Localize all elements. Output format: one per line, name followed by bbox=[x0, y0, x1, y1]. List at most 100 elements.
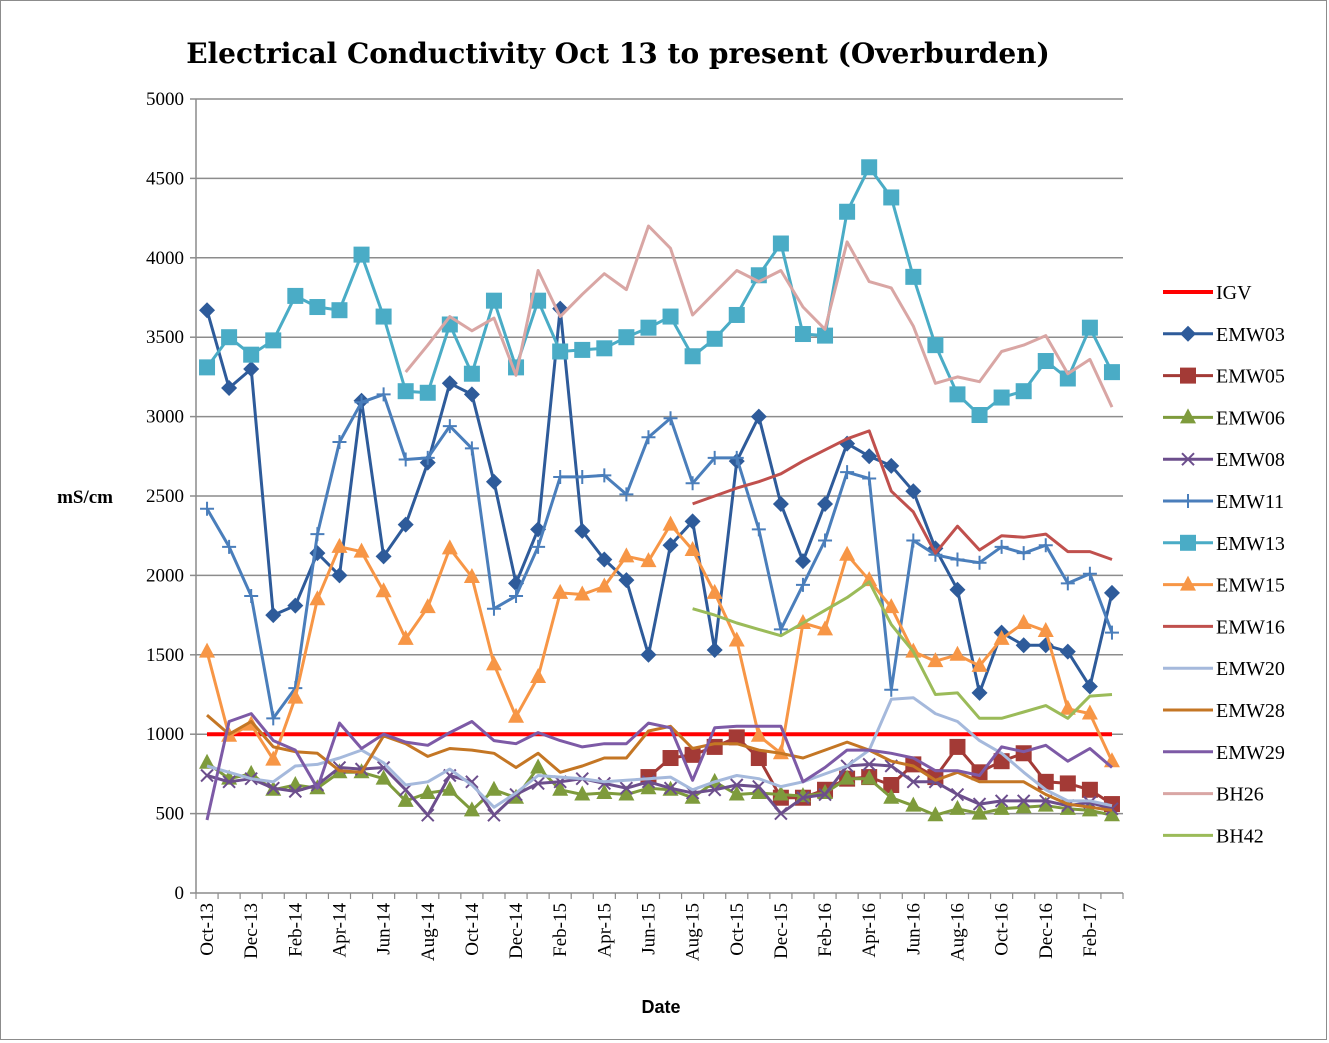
data-point-emw06 bbox=[596, 783, 613, 799]
data-point-emw08 bbox=[752, 779, 766, 794]
data-point-emw06 bbox=[684, 788, 701, 804]
data-point-emw05 bbox=[640, 769, 657, 786]
data-point-emw15 bbox=[485, 655, 502, 671]
legend-item-emw16: EMW16 bbox=[1163, 616, 1285, 638]
y-tick-label: 5000 bbox=[146, 89, 184, 110]
legend-label: EMW28 bbox=[1216, 700, 1285, 722]
data-point-emw11 bbox=[1016, 546, 1031, 561]
x-tick-label: Jun-16 bbox=[903, 903, 924, 955]
data-point-emw15 bbox=[1059, 699, 1076, 715]
x-tick-label: Jun-15 bbox=[638, 903, 659, 955]
data-point-emw06 bbox=[750, 783, 767, 799]
data-point-emw06 bbox=[530, 758, 547, 774]
y-tick-label: 2500 bbox=[146, 486, 184, 507]
data-point-emw03 bbox=[618, 572, 635, 589]
legend-label: IGV bbox=[1216, 282, 1252, 304]
data-point-emw11 bbox=[950, 552, 965, 567]
data-point-emw08 bbox=[994, 794, 1009, 808]
data-point-emw13 bbox=[618, 329, 635, 346]
data-point-emw13 bbox=[574, 341, 591, 358]
series-emw13 bbox=[199, 159, 1120, 424]
data-point-emw03 bbox=[949, 581, 966, 598]
data-point-emw08 bbox=[862, 757, 876, 772]
legend-item-emw08: EMW08 bbox=[1163, 449, 1285, 471]
data-point-emw11 bbox=[398, 452, 413, 467]
data-point-emw05 bbox=[1015, 745, 1032, 762]
data-point-emw06 bbox=[993, 799, 1010, 815]
data-point-emw06 bbox=[463, 801, 480, 817]
data-point-emw03 bbox=[441, 375, 458, 392]
data-point-emw03 bbox=[772, 495, 789, 512]
legend-label: EMW20 bbox=[1216, 658, 1285, 680]
data-point-emw15 bbox=[353, 542, 370, 558]
data-point-emw06 bbox=[419, 783, 436, 799]
series-line-bh42 bbox=[692, 580, 1113, 720]
data-point-emw13 bbox=[905, 268, 922, 285]
data-point-emw13 bbox=[485, 292, 502, 309]
y-tick-label: 4500 bbox=[146, 168, 184, 189]
data-point-emw13 bbox=[927, 337, 944, 354]
data-point-emw15 bbox=[199, 642, 216, 658]
data-point-emw03 bbox=[265, 607, 282, 624]
legend-marker bbox=[1181, 452, 1195, 466]
data-point-emw15 bbox=[861, 571, 878, 587]
legend-marker bbox=[1180, 408, 1196, 424]
data-point-emw15 bbox=[397, 629, 414, 645]
data-point-emw15 bbox=[309, 590, 326, 606]
data-point-emw03 bbox=[331, 567, 348, 584]
x-axis-label: Date bbox=[641, 997, 680, 1017]
y-axis-label: mS/cm bbox=[57, 487, 113, 508]
legend-label: EMW29 bbox=[1216, 742, 1285, 764]
data-point-emw06 bbox=[397, 791, 414, 807]
series-line-emw13 bbox=[205, 165, 1114, 417]
legend-item-bh26: BH26 bbox=[1163, 784, 1264, 806]
legend-label: BH42 bbox=[1216, 825, 1264, 847]
series-emw16 bbox=[692, 429, 1113, 561]
data-point-emw11 bbox=[1060, 576, 1075, 591]
data-point-emw13 bbox=[287, 287, 304, 304]
data-point-emw11 bbox=[619, 487, 634, 502]
data-point-emw03 bbox=[1015, 637, 1032, 654]
data-point-emw11 bbox=[597, 468, 612, 483]
data-point-emw11 bbox=[310, 527, 325, 542]
data-point-emw11 bbox=[464, 441, 479, 456]
data-point-emw06 bbox=[574, 785, 591, 801]
data-point-emw06 bbox=[861, 769, 878, 785]
data-point-emw13 bbox=[309, 299, 326, 316]
data-point-emw15 bbox=[1037, 621, 1054, 637]
data-point-emw05 bbox=[1059, 775, 1076, 792]
series-line-bh26 bbox=[404, 224, 1114, 408]
y-tick-label: 2000 bbox=[146, 565, 184, 586]
legend-item-bh42: BH42 bbox=[1163, 825, 1264, 847]
data-point-emw08 bbox=[421, 808, 435, 822]
data-point-emw06 bbox=[839, 769, 856, 785]
data-point-emw11 bbox=[685, 476, 700, 491]
data-point-emw06 bbox=[1015, 798, 1032, 814]
data-point-emw11 bbox=[509, 589, 524, 604]
data-point-emw13 bbox=[706, 330, 723, 347]
series-bh26 bbox=[404, 224, 1114, 408]
data-point-emw08 bbox=[200, 768, 214, 783]
data-point-emw08 bbox=[487, 808, 501, 822]
data-point-emw11 bbox=[553, 469, 568, 484]
data-point-emw13 bbox=[1015, 383, 1032, 400]
data-point-emw11 bbox=[442, 419, 457, 434]
data-point-emw05 bbox=[1037, 773, 1054, 790]
data-point-emw03 bbox=[596, 551, 613, 568]
series-line-emw16 bbox=[692, 429, 1113, 561]
data-point-emw08 bbox=[663, 781, 678, 795]
data-point-emw03 bbox=[1081, 678, 1098, 695]
data-point-emw03 bbox=[662, 537, 679, 554]
data-point-emw08 bbox=[730, 778, 744, 792]
y-tick-label: 500 bbox=[156, 804, 185, 825]
data-point-emw15 bbox=[993, 629, 1010, 645]
data-point-emw15 bbox=[1081, 704, 1098, 720]
data-point-emw13 bbox=[199, 359, 216, 376]
data-point-emw08 bbox=[465, 775, 479, 789]
data-point-emw11 bbox=[862, 471, 877, 486]
data-point-emw13 bbox=[839, 203, 856, 220]
data-point-emw11 bbox=[972, 555, 987, 570]
data-point-emw13 bbox=[331, 302, 348, 319]
data-point-emw15 bbox=[949, 645, 966, 661]
data-point-emw15 bbox=[684, 540, 701, 556]
